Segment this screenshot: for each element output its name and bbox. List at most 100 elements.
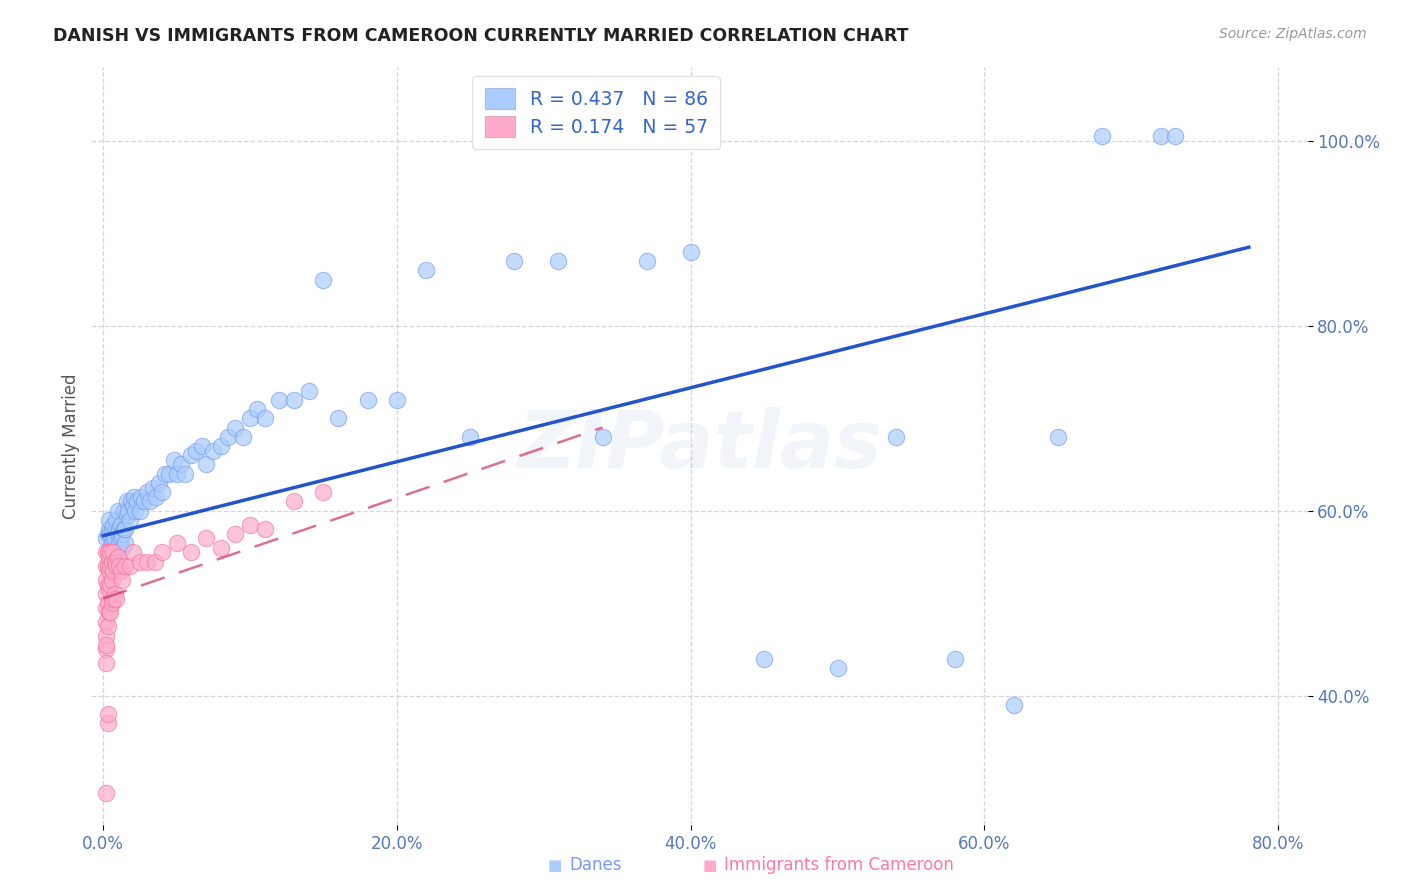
Point (94, 642, 117, 657)
Point (104, 532, 127, 546)
Point (180, 545, 202, 559)
Point (679, 244, 702, 259)
Point (104, 545, 127, 559)
Point (101, 536, 124, 550)
Point (114, 559, 136, 574)
Point (110, 532, 132, 546)
Point (136, 555, 159, 569)
Point (312, 485, 335, 500)
Point (153, 467, 176, 481)
Point (107, 526, 129, 541)
Point (94, 638, 117, 652)
Point (121, 499, 143, 513)
Point (112, 522, 135, 536)
Point (101, 596, 124, 610)
Point (253, 522, 276, 536)
Point (96, 619, 118, 633)
Point (94, 573, 117, 587)
Point (415, 263, 437, 277)
Point (100, 559, 122, 574)
Point (174, 467, 197, 481)
Point (209, 439, 232, 453)
Point (115, 508, 138, 523)
Point (217, 430, 239, 444)
Text: ZIPatlas: ZIPatlas (517, 407, 882, 485)
Point (110, 564, 132, 578)
Point (120, 494, 142, 508)
Point (184, 443, 207, 458)
Point (103, 545, 125, 559)
Point (180, 448, 202, 462)
Point (636, 254, 658, 268)
Point (239, 517, 262, 532)
Y-axis label: Currently Married: Currently Married (62, 373, 80, 519)
Point (96, 716, 118, 731)
Point (98, 606, 121, 620)
Point (150, 485, 173, 500)
Text: ■: ■ (703, 858, 717, 872)
Point (118, 513, 141, 527)
Point (356, 392, 378, 407)
Point (98, 513, 121, 527)
Point (134, 494, 156, 508)
Point (1046, 430, 1069, 444)
Point (385, 392, 408, 407)
Point (117, 504, 139, 518)
Point (202, 443, 225, 458)
Point (283, 392, 305, 407)
Point (194, 458, 217, 472)
Point (110, 517, 132, 532)
Point (128, 555, 150, 569)
Point (170, 458, 193, 472)
Point (107, 549, 129, 564)
Point (98, 564, 121, 578)
Point (107, 541, 129, 555)
Point (592, 430, 614, 444)
Point (104, 587, 127, 601)
Point (94, 615, 117, 629)
Point (114, 536, 136, 550)
Point (943, 651, 966, 665)
Point (194, 532, 217, 546)
Point (108, 522, 131, 536)
Point (104, 555, 127, 569)
Point (96, 707, 118, 722)
Point (148, 475, 170, 490)
Point (136, 485, 159, 500)
Legend: R = 0.437   N = 86, R = 0.174   N = 57: R = 0.437 N = 86, R = 0.174 N = 57 (472, 77, 720, 149)
Point (94, 628, 117, 642)
Point (105, 559, 128, 574)
Point (105, 591, 128, 606)
Point (239, 411, 262, 425)
Point (163, 453, 186, 467)
Point (96, 596, 118, 610)
Point (96, 545, 118, 559)
Point (94, 545, 117, 559)
Point (100, 526, 122, 541)
Point (190, 439, 212, 453)
Point (108, 536, 131, 550)
Point (101, 555, 124, 569)
Point (107, 504, 129, 518)
Point (1150, 129, 1173, 144)
Point (503, 254, 526, 268)
Point (115, 494, 138, 508)
Point (460, 430, 482, 444)
Point (103, 517, 125, 532)
Point (101, 573, 124, 587)
Point (166, 536, 188, 550)
Point (121, 545, 143, 559)
Point (125, 494, 148, 508)
Point (96, 559, 118, 574)
Point (1091, 129, 1114, 144)
Point (143, 555, 166, 569)
Point (103, 564, 125, 578)
Point (139, 494, 162, 508)
Text: Danes: Danes (569, 856, 621, 874)
Point (142, 481, 165, 495)
Point (98, 549, 121, 564)
Point (128, 504, 150, 518)
Point (98, 582, 121, 597)
Point (96, 577, 118, 591)
Point (124, 504, 146, 518)
